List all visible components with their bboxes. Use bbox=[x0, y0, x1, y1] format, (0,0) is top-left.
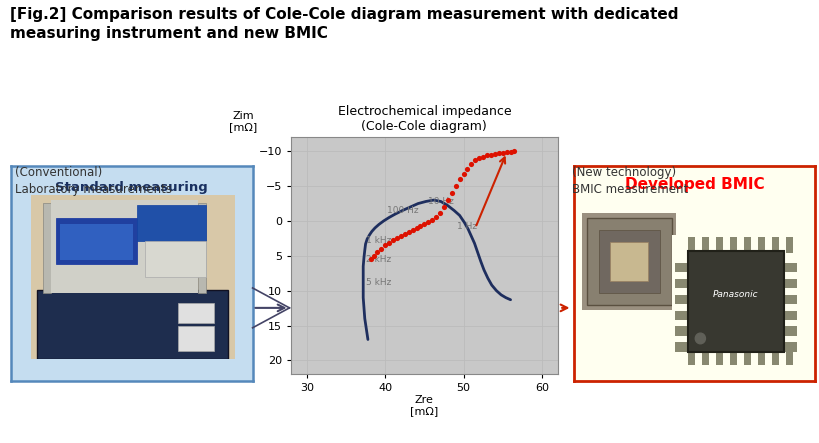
Bar bbox=[197, 203, 206, 293]
Point bbox=[364, 256, 377, 263]
X-axis label: Zre
[mΩ]: Zre [mΩ] bbox=[410, 395, 438, 416]
Point bbox=[504, 148, 517, 155]
Bar bbox=[56, 218, 137, 264]
Bar bbox=[674, 279, 690, 288]
Point bbox=[390, 235, 403, 242]
Bar bbox=[687, 237, 695, 253]
Bar bbox=[781, 342, 796, 352]
Circle shape bbox=[695, 333, 704, 344]
Point bbox=[449, 183, 462, 190]
Bar bbox=[771, 349, 778, 365]
Point bbox=[500, 148, 513, 155]
Bar bbox=[781, 263, 796, 272]
Point bbox=[445, 190, 458, 197]
Point bbox=[441, 197, 454, 204]
Point bbox=[401, 229, 414, 236]
Bar bbox=[599, 230, 658, 292]
Point bbox=[433, 209, 446, 216]
Bar bbox=[785, 349, 792, 365]
Point bbox=[464, 160, 477, 167]
Bar bbox=[781, 279, 796, 288]
Bar bbox=[781, 326, 796, 336]
Bar bbox=[674, 342, 690, 352]
Point bbox=[398, 231, 411, 238]
Bar bbox=[743, 237, 750, 253]
Point bbox=[386, 237, 399, 244]
Point bbox=[480, 152, 493, 159]
Point bbox=[476, 153, 489, 160]
Point bbox=[437, 203, 450, 210]
Bar bbox=[674, 263, 690, 272]
Bar bbox=[43, 203, 52, 293]
Bar bbox=[743, 349, 750, 365]
Bar bbox=[757, 349, 764, 365]
Text: 1 kHz: 1 kHz bbox=[365, 236, 391, 245]
Text: 100 Hz: 100 Hz bbox=[387, 206, 418, 215]
Bar bbox=[757, 237, 764, 253]
Point bbox=[484, 151, 497, 158]
Bar bbox=[729, 237, 736, 253]
Point bbox=[468, 157, 482, 164]
Point bbox=[491, 150, 505, 157]
Bar bbox=[715, 349, 722, 365]
Point bbox=[410, 225, 423, 232]
Text: [Fig.2] Comparison results of Cole-Cole diagram measurement with dedicated
measu: [Fig.2] Comparison results of Cole-Cole … bbox=[10, 7, 677, 42]
Bar bbox=[609, 242, 648, 281]
Point bbox=[378, 242, 391, 249]
Text: Developed BMIC: Developed BMIC bbox=[624, 177, 763, 192]
Bar bbox=[781, 295, 796, 304]
Bar bbox=[145, 241, 206, 277]
Point bbox=[370, 249, 383, 256]
Text: Zim
[mΩ]: Zim [mΩ] bbox=[229, 111, 257, 132]
Text: (New technology)
BMIC measurement: (New technology) BMIC measurement bbox=[572, 166, 688, 196]
Bar bbox=[715, 237, 722, 253]
Text: Standard measuring
instrument: Standard measuring instrument bbox=[55, 181, 208, 210]
Text: 2 kHz: 2 kHz bbox=[365, 255, 391, 264]
Bar bbox=[674, 326, 690, 336]
Bar bbox=[781, 311, 796, 320]
Bar bbox=[37, 290, 229, 359]
Point bbox=[425, 216, 438, 223]
Point bbox=[460, 165, 473, 172]
Point bbox=[367, 252, 380, 259]
Bar bbox=[674, 295, 690, 304]
Bar bbox=[701, 237, 708, 253]
Point bbox=[488, 151, 501, 158]
Point bbox=[453, 175, 466, 183]
Point bbox=[374, 245, 387, 253]
Bar bbox=[674, 311, 690, 320]
Bar bbox=[178, 326, 214, 351]
Bar bbox=[687, 349, 695, 365]
Bar bbox=[60, 225, 133, 260]
Point bbox=[507, 148, 520, 155]
Point bbox=[456, 170, 469, 177]
Point bbox=[405, 226, 419, 233]
Bar bbox=[729, 349, 736, 365]
Bar bbox=[178, 303, 214, 323]
Title: Electrochemical impedance
(Cole-Cole diagram): Electrochemical impedance (Cole-Cole dia… bbox=[337, 105, 510, 133]
Point bbox=[421, 218, 434, 225]
Bar bbox=[701, 349, 708, 365]
Bar bbox=[137, 205, 206, 241]
Bar bbox=[785, 237, 792, 253]
Text: (Conventional)
Laboratory measurements: (Conventional) Laboratory measurements bbox=[15, 166, 171, 196]
Point bbox=[472, 155, 485, 162]
Bar bbox=[52, 200, 197, 293]
Bar bbox=[771, 237, 778, 253]
Point bbox=[429, 214, 442, 221]
Point bbox=[394, 233, 407, 240]
FancyBboxPatch shape bbox=[687, 251, 783, 352]
Text: 10 Hz: 10 Hz bbox=[428, 197, 454, 206]
Text: 1 Hz: 1 Hz bbox=[457, 222, 477, 231]
Point bbox=[495, 149, 509, 156]
Text: Panasonic: Panasonic bbox=[713, 290, 758, 299]
Point bbox=[382, 240, 395, 247]
Point bbox=[414, 222, 427, 229]
Text: 5 kHz: 5 kHz bbox=[365, 278, 391, 287]
Point bbox=[417, 220, 431, 227]
